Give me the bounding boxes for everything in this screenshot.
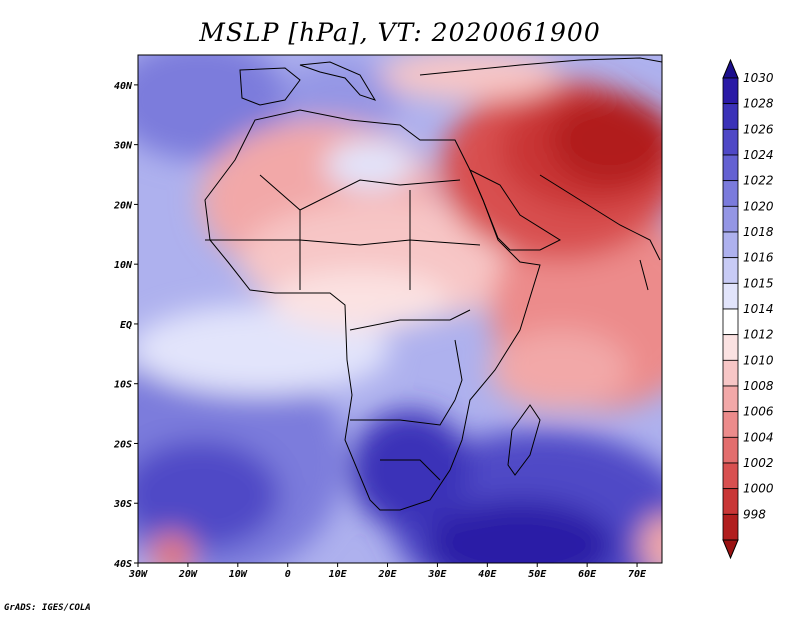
colorbar-bottom-arrow (722, 539, 739, 560)
colorbar-swatch (722, 462, 739, 490)
lon-tick-label: 70E (628, 569, 647, 580)
colorbar-swatch (722, 257, 739, 284)
colorbar-swatch (722, 488, 739, 515)
colorbar-swatch (722, 385, 739, 413)
credit-label: GrADS: IGES/COLA (4, 603, 91, 613)
lon-tick-label: 20E (377, 569, 397, 580)
colorbar-swatch (722, 231, 739, 259)
colorbar-swatch (722, 334, 739, 361)
lon-tick-label: 40E (478, 569, 497, 580)
colorbar-label: 1020 (743, 199, 774, 213)
colorbar-label: 1014 (743, 302, 774, 316)
colorbar-swatch (722, 205, 739, 233)
lat-tick-label: 10S (114, 380, 132, 391)
colorbar-swatch (722, 77, 739, 105)
colorbar-label: 1008 (743, 379, 774, 393)
colorbar-label: 1015 (743, 276, 774, 290)
lat-tick-label: 20N (113, 200, 133, 211)
map-title: MSLP [hPa], VT: 2020061900 (199, 18, 601, 47)
colorbar-swatch (722, 513, 739, 541)
colorbar-swatch (722, 282, 739, 310)
lat-tick-label: 10N (114, 260, 133, 271)
colorbar-label: 1030 (743, 71, 774, 85)
colorbar-label: 1006 (743, 405, 774, 419)
colorbar-swatch (722, 154, 739, 182)
colorbar-label: 1016 (743, 251, 774, 265)
latitude-axis: 40N 30N 20N 10N EQ 10S 20S 30S 40S (113, 81, 138, 570)
lon-tick-label: 20W (178, 569, 198, 580)
lon-tick-label: 60E (578, 569, 597, 580)
colorbar-label: 1004 (743, 430, 774, 444)
lat-tick-label: 40N (114, 81, 133, 92)
colorbar-label: 1028 (743, 97, 774, 111)
lon-tick-label: 50E (528, 569, 547, 580)
colorbar-swatch (722, 411, 739, 438)
lat-tick-label: 40S (114, 559, 132, 570)
map-frame (137, 54, 663, 564)
longitude-axis: 30W 20W 10W 0 10E 20E 30E 40E 50E 60E 70E (128, 563, 647, 580)
colorbar-top-arrow (722, 58, 739, 79)
coastlines (204, 57, 662, 511)
colorbar-label: 1026 (743, 122, 774, 136)
colorbar-label: 998 (743, 507, 766, 521)
colorbar-swatch (722, 436, 739, 464)
colorbar-swatch (722, 308, 739, 336)
colorbar-label: 1024 (743, 148, 774, 162)
lon-tick-label: 10W (229, 569, 248, 580)
colorbar-label: 1012 (743, 328, 774, 342)
lon-tick-label: 10E (329, 569, 348, 580)
colorbar-label: 1000 (743, 482, 774, 496)
lat-tick-label: 30N (113, 141, 133, 152)
colorbar-swatch (722, 128, 739, 156)
colorbar: 1030 1028 1026 1024 1022 1020 1018 1016 1015 1014… (722, 58, 774, 560)
colorbar-label: 1010 (743, 353, 774, 367)
colorbar-label: 1022 (743, 174, 774, 188)
lon-tick-label: 0 (285, 569, 291, 580)
colorbar-label: 1002 (743, 456, 774, 470)
lon-tick-label: 30W (128, 569, 148, 580)
colorbar-swatch (722, 180, 739, 207)
colorbar-swatch (722, 103, 739, 130)
lat-tick-label: 20S (113, 439, 132, 450)
pressure-field (138, 55, 662, 563)
colorbar-label: 1018 (743, 225, 774, 239)
lon-tick-label: 30E (427, 569, 447, 580)
colorbar-swatch (722, 359, 739, 387)
lat-tick-label: EQ (120, 320, 132, 331)
lat-tick-label: 30S (113, 499, 132, 510)
